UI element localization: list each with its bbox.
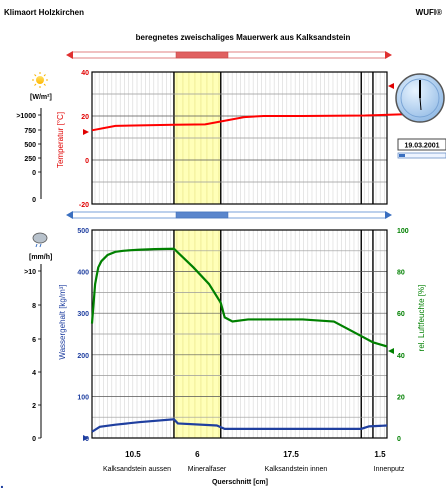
rh-tick-label: 60 (397, 311, 405, 318)
water-content-tick-label: 200 (77, 353, 89, 360)
sun-icon (32, 72, 48, 88)
temp-tick-label: 20 (81, 114, 89, 121)
rh-tick-label: 80 (397, 270, 405, 277)
clock-icon (395, 73, 445, 123)
relative-humidity-axis-label: rel. Luftfeuchte [%] (417, 285, 426, 352)
layer-name-label: Mineralfaser (188, 466, 227, 473)
layer-thickness-label: 6 (195, 450, 200, 459)
temp-tick-label: 0 (85, 158, 89, 165)
rh-tick-label: 40 (397, 353, 405, 360)
radiation-tick-label: 0 (32, 170, 36, 177)
rh-tick-label: 20 (397, 394, 405, 401)
moisture-plot (90, 229, 388, 439)
header-title: beregnetes zweischaliges Mauerwerk aus K… (136, 33, 351, 42)
rain-tick-label: 4 (32, 370, 36, 377)
temperature-line (91, 113, 405, 132)
temperature-axis-label: Temperatur [°C] (56, 112, 65, 168)
radiation-tick-label: 0 (32, 197, 36, 204)
time-scrollbar[interactable] (397, 152, 446, 159)
rain-marker (83, 435, 89, 441)
water-content-tick-label: 0 (85, 436, 89, 443)
water-content-tick-label: 100 (77, 394, 89, 401)
layer-thickness-label: 10.5 (125, 450, 141, 459)
layer-name-label: Kalksandstein aussen (103, 466, 171, 473)
rain-tick-label: 0 (32, 436, 36, 443)
rain-icon (32, 232, 48, 248)
layer-thickness-label: 1.5 (374, 450, 386, 459)
radiation-tick-label: 500 (24, 142, 36, 149)
header-right: WUFI® (416, 8, 442, 17)
date-readout: 19.03.2001 (404, 143, 439, 150)
radiation-unit: [W/m²] (30, 94, 52, 101)
rain-tick-label: 6 (32, 337, 36, 344)
rh-tick-label: 0 (397, 436, 401, 443)
radiation-tick-label: >1000 (16, 113, 36, 120)
water-content-axis: 500 400 300 200 100 0 (77, 228, 89, 443)
edge-fragment: . (0, 475, 4, 491)
water-content-tick-label: 500 (77, 228, 89, 235)
radiation-axis: >1000 750 500 250 0 0 (16, 108, 42, 204)
water-content-line (91, 418, 388, 433)
layer-thickness-label: 17.5 (283, 450, 299, 459)
x-axis-label: Querschnitt [cm] (212, 479, 268, 486)
water-content-tick-label: 300 (77, 311, 89, 318)
top-layer-bar (66, 51, 392, 59)
rain-axis: >10 8 6 4 2 0 (24, 264, 42, 443)
rain-tick-label: >10 (24, 269, 36, 276)
water-content-axis-label: Wassergehalt [kg/m³] (58, 284, 67, 359)
radiation-tick-label: 750 (24, 128, 36, 135)
layer-thickness-labels: 10.5 6 17.5 1.5 (125, 450, 386, 459)
rh-tick-label: 100 (397, 228, 409, 235)
date-box (397, 138, 446, 151)
rain-unit: [mm/h] (29, 254, 52, 261)
layer-name-label: Innenputz (374, 466, 405, 473)
relative-humidity-axis: 100 80 60 40 20 0 (397, 228, 409, 443)
outer-temp-marker (83, 129, 89, 135)
temperature-plot (91, 71, 405, 205)
header-left: Klimaort Holzkirchen (4, 8, 84, 17)
temp-tick-label: 40 (81, 70, 89, 77)
rh-marker (388, 348, 394, 354)
radiation-tick-label: 250 (24, 156, 36, 163)
water-content-tick-label: 400 (77, 270, 89, 277)
relative-humidity-line (90, 247, 388, 348)
temperature-axis: 40 20 0 -20 (79, 70, 89, 209)
bottom-layer-bar (66, 211, 392, 219)
temp-tick-label: -20 (79, 202, 89, 209)
layer-name-label: Kalksandstein innen (265, 466, 328, 473)
rain-tick-label: 2 (32, 403, 36, 410)
layer-name-labels: Kalksandstein aussen Mineralfaser Kalksand… (103, 466, 405, 473)
inner-temp-marker (388, 83, 394, 89)
rain-tick-label: 8 (32, 303, 36, 310)
